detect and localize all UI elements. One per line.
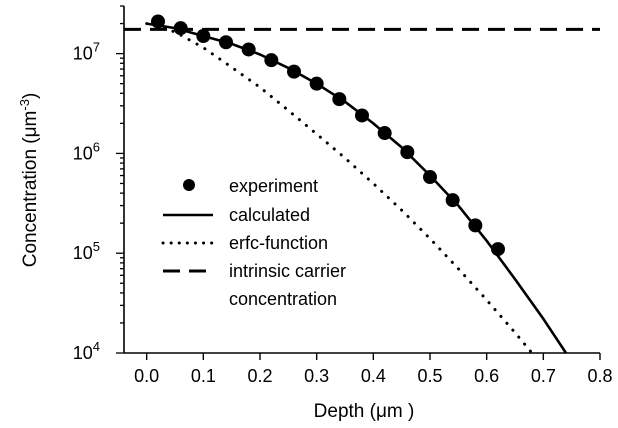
experiment-point [173, 21, 188, 36]
x-tick-label: 0.2 [247, 366, 272, 386]
experiment-point [309, 76, 324, 91]
experiment-point [196, 29, 211, 44]
experiment-point [151, 14, 165, 29]
legend: experiment calculated erfc-function intr… [161, 176, 346, 309]
y-axis-title-close: ) [20, 93, 41, 99]
y-axis-title: Concentration (μm-3) [17, 93, 41, 268]
y-axis-title-main: Concentration ( [20, 137, 41, 268]
y-tick-base: 10 [73, 44, 93, 64]
y-tick-exponent: 4 [93, 339, 100, 354]
plot-frame [123, 6, 600, 354]
legend-label-intrinsic-line2: concentration [229, 289, 337, 309]
series-layer [124, 14, 600, 355]
y-tick-exponent: 5 [93, 239, 100, 254]
legend-marker-experiment [183, 179, 195, 191]
experiment-point [332, 92, 347, 107]
experiment-point [377, 126, 392, 141]
experiment-point [468, 218, 483, 233]
y-tick-label: 106 [73, 139, 100, 163]
y-tick-exponent: 6 [93, 139, 100, 154]
y-tick-exponent: 7 [93, 40, 100, 55]
experiment-point [219, 35, 233, 50]
x-tick-label: 0.3 [304, 366, 329, 386]
y-tick-label: 105 [73, 239, 100, 263]
legend-label-intrinsic-line1: intrinsic carrier [229, 261, 346, 281]
experiment-point [491, 242, 505, 257]
legend-label-calculated: calculated [229, 205, 310, 225]
x-tick-label: 0.6 [474, 366, 499, 386]
y-axis-title-exp: -3 [17, 99, 32, 111]
experiment-point [264, 53, 279, 68]
x-tick-label: 0.4 [361, 366, 386, 386]
x-axis-title: Depth (μm ) [314, 401, 415, 422]
legend-label-experiment: experiment [229, 176, 318, 196]
y-tick-base: 10 [73, 143, 93, 163]
x-tick-label: 0.7 [531, 366, 556, 386]
y-axis-title-unit: μm [20, 111, 41, 138]
y-tick-base: 10 [73, 343, 93, 363]
y-tick-label: 104 [73, 339, 100, 363]
experiment-point [445, 193, 460, 208]
experiment-point [355, 108, 369, 123]
y-tick-label: 107 [73, 40, 100, 64]
experiment-point [423, 170, 437, 185]
experiment-point [287, 64, 301, 79]
experiment-point [400, 145, 415, 160]
x-tick-label: 0.5 [417, 366, 442, 386]
x-ticks: 0.0 0.1 0.2 0.3 0.4 0.5 0.6 0.7 0.8 [134, 353, 613, 386]
x-tick-label: 0.1 [191, 366, 216, 386]
series-erfc-line [145, 22, 534, 355]
legend-label-erfc: erfc-function [229, 233, 328, 253]
x-tick-label: 0.0 [134, 366, 159, 386]
x-tick-label: 0.8 [587, 366, 612, 386]
series-calculated-line [146, 22, 568, 354]
experiment-point [241, 42, 256, 57]
y-tick-base: 10 [73, 243, 93, 263]
